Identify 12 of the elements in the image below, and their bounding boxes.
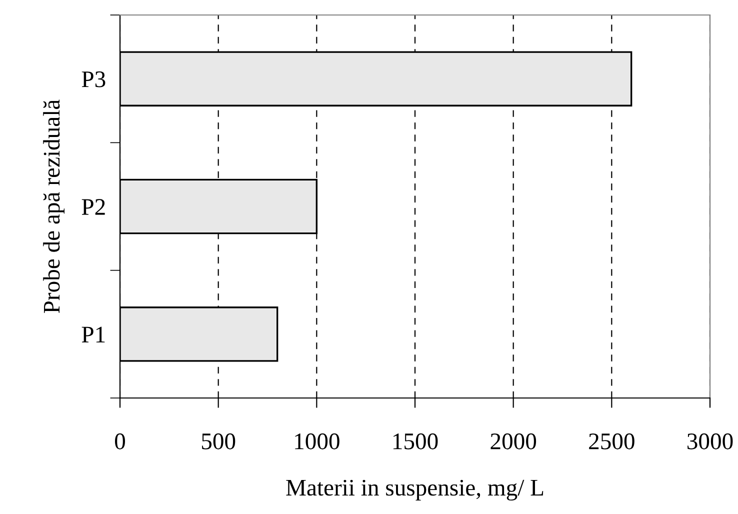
x-tick-label: 3000 [688,433,733,450]
y-tick-label: P3 [82,71,106,88]
x-tick-label: 1000 [295,433,340,450]
x-tick-label: 2000 [490,433,536,450]
x-tick-label: 500 [202,433,236,450]
y-axis-title: Probe de apă reziduală [43,100,65,314]
x-tick-label: 0 [114,433,126,450]
x-tick-label: 2500 [589,433,634,450]
y-tick-label: P1 [82,326,105,342]
x-axis-title: Materii in suspensie, mg/ L [286,480,544,501]
y-tick-label: P2 [82,199,105,215]
x-tick-label: 1500 [393,433,438,450]
